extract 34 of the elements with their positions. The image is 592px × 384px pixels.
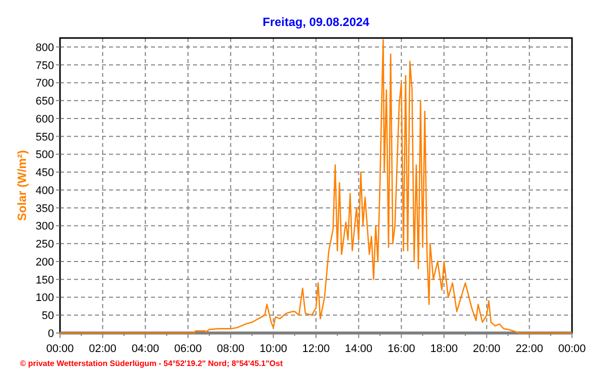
line-series — [59, 39, 573, 334]
y-tick-label: 150 — [36, 274, 54, 286]
y-tick-label: 50 — [42, 310, 54, 322]
x-tick-label: 00:00 — [46, 343, 74, 355]
text: © private Wetterstation Süderlügum - 54°52'19.2" Nord; 8°54'45.1"Ost — [20, 359, 284, 368]
y-tick-label: 800 — [36, 42, 54, 54]
y-tick-label: 700 — [36, 78, 54, 90]
y-tick-label: 400 — [36, 184, 54, 197]
x-tick-label: 04:00 — [132, 343, 160, 355]
y-tick-label: 250 — [36, 238, 54, 251]
x-tick-label: 12:00 — [302, 343, 330, 355]
x-tick-label: 16:00 — [388, 343, 416, 355]
y-tick-label: 100 — [36, 292, 54, 304]
y-tick-label: 500 — [36, 149, 54, 162]
y-tick-label: 350 — [36, 202, 54, 215]
x-tick-label: 14:00 — [344, 343, 372, 355]
y-tick-label: 550 — [36, 131, 54, 144]
y-tick-label: 0 — [48, 328, 54, 340]
x-tick-label: 08:00 — [216, 343, 244, 355]
y-tick-label: 600 — [36, 113, 54, 126]
x-tick-label: 18:00 — [430, 343, 458, 355]
chart-title: Freitag, 09.08.2024 — [262, 15, 370, 29]
y-tick-label: 450 — [36, 167, 54, 180]
x-tick-label: 20:00 — [472, 343, 500, 355]
x-tick-label: 02:00 — [88, 343, 116, 355]
x-tick-label: 22:00 — [516, 343, 544, 355]
y-tick-label: 200 — [36, 256, 54, 268]
y-tick-label: 300 — [36, 220, 54, 233]
x-tick-label: 10:00 — [260, 343, 288, 355]
y-tick-label: 650 — [36, 96, 54, 108]
x-tick-label: 00:00 — [558, 343, 586, 355]
y-tick-label: 750 — [36, 60, 54, 72]
x-tick-label: 06:00 — [174, 343, 202, 355]
y-axis-title: Solar (W/m²) — [15, 150, 29, 221]
